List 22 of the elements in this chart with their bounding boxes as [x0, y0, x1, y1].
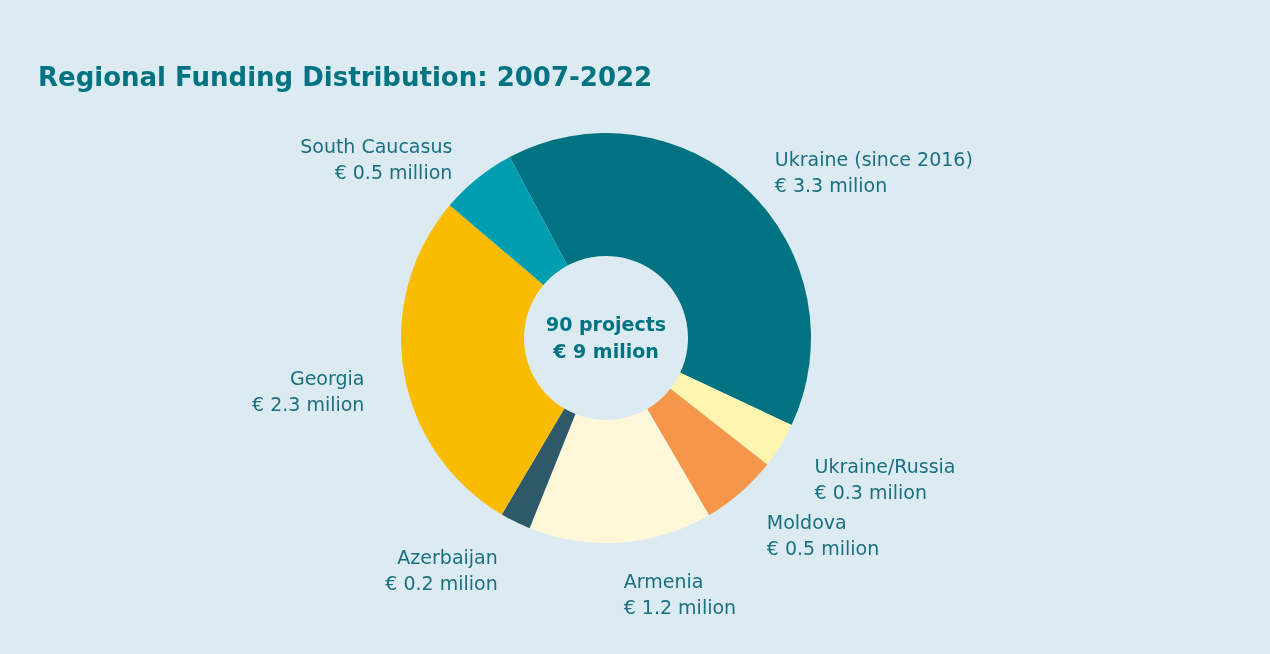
chart-title: Regional Funding Distribution: 2007-2022: [38, 62, 653, 92]
slice-label: Armenia: [623, 570, 704, 593]
slice-label: South Caucasus: [300, 135, 453, 158]
text: € 9 milion: [552, 340, 659, 362]
data-label: € 0.2 milion: [385, 571, 498, 594]
donut-slice: [449, 157, 568, 285]
donut-slice: [501, 408, 576, 529]
donut-slice: [647, 388, 768, 516]
slice-label: Moldova: [766, 510, 847, 533]
data-label: € 1.2 milion: [623, 596, 737, 619]
donut-slice: [529, 408, 710, 543]
data-label: € 2.3 milion: [252, 392, 365, 415]
donut-slice: [670, 372, 792, 465]
data-label: € 3.3 milion: [774, 174, 888, 197]
text: 90 projects: [545, 313, 667, 335]
slice-label: Georgia: [289, 366, 365, 389]
slice-label: Ukraine (since 2016): [774, 148, 973, 171]
slice-label: Azerbaijan: [397, 545, 498, 568]
slice-label: Ukraine/Russia: [814, 454, 956, 477]
data-label: € 0.5 milion: [766, 536, 880, 559]
data-label: € 0.5 million: [334, 161, 453, 184]
data-label: € 0.3 milion: [814, 480, 927, 503]
